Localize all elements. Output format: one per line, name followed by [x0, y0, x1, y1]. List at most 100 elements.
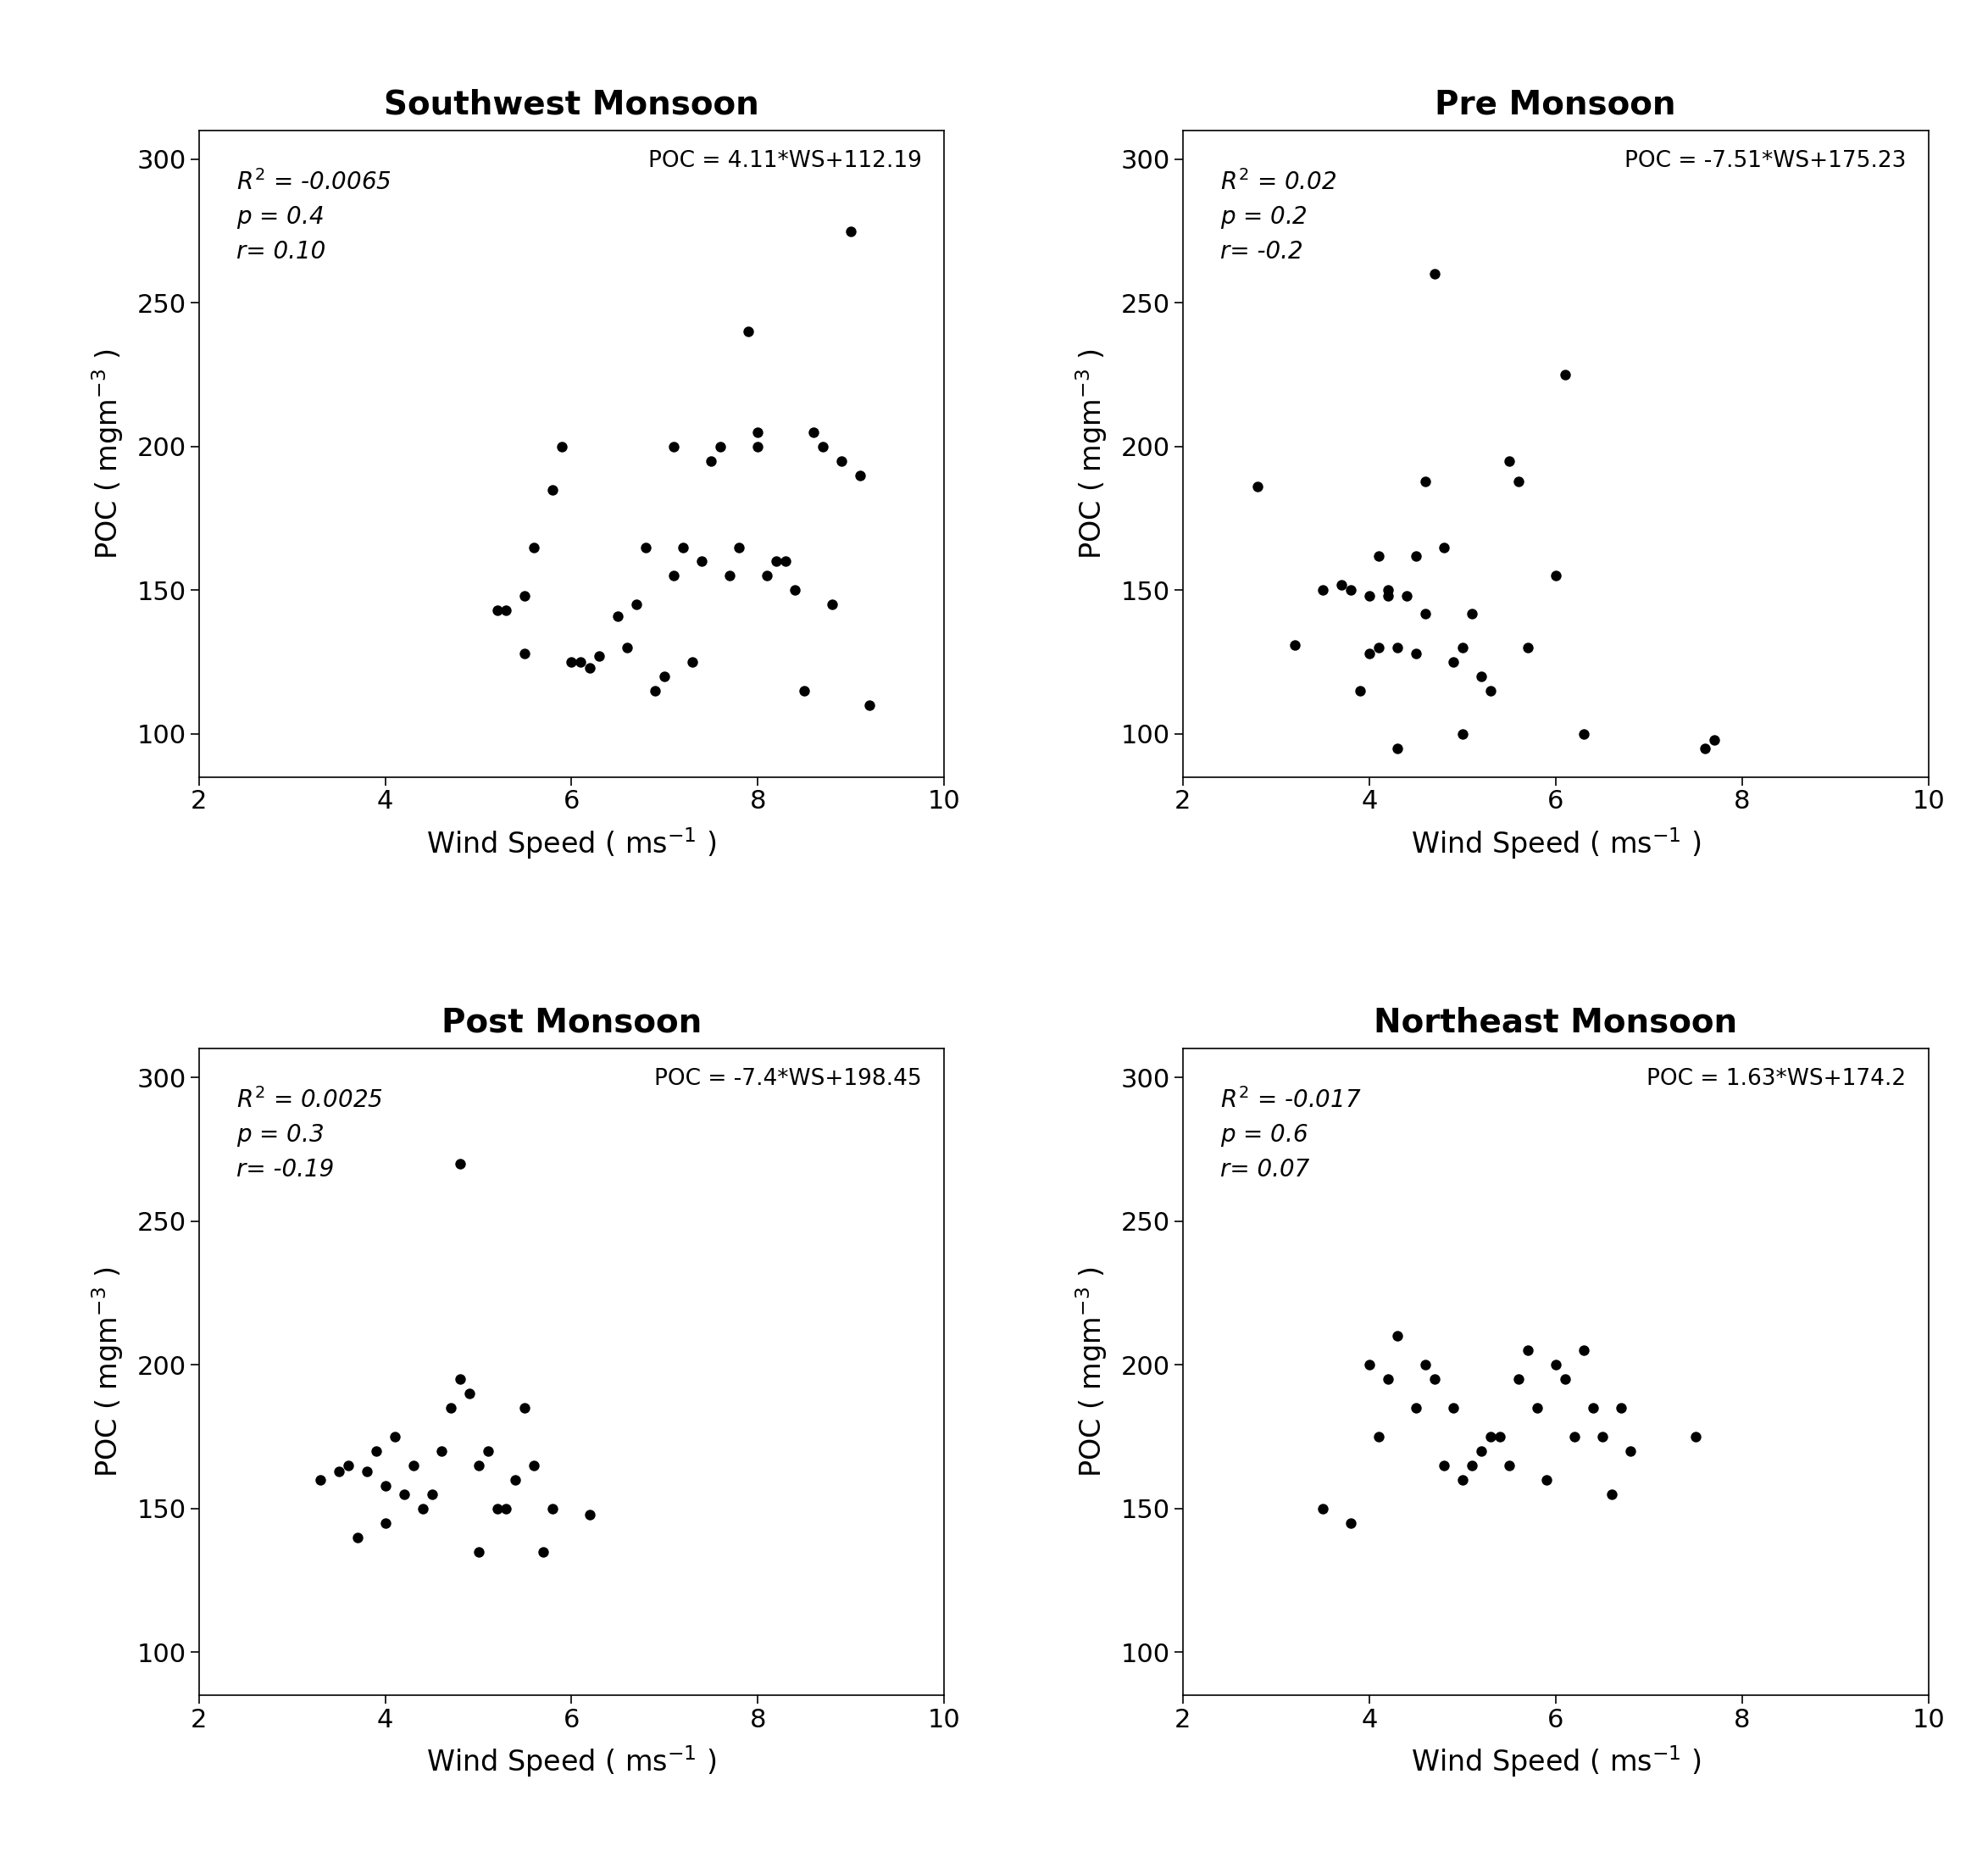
Text: $R^2$ = -0.0065
$p$ = 0.4
r= 0.10: $R^2$ = -0.0065 $p$ = 0.4 r= 0.10 [237, 170, 392, 265]
Point [1362, 540, 1394, 570]
Point [1511, 1336, 1543, 1366]
Text: $R^2$ = 0.02
$p$ = 0.2
r= -0.2: $R^2$ = 0.02 $p$ = 0.2 r= -0.2 [1221, 170, 1336, 265]
Point [779, 576, 811, 605]
Point [388, 1479, 419, 1509]
Point [555, 646, 588, 676]
Point [696, 445, 728, 475]
Point [370, 1470, 402, 1500]
Point [509, 1394, 541, 1423]
Point [751, 561, 783, 591]
Point [602, 602, 634, 632]
Point [499, 1464, 531, 1494]
Point [769, 546, 801, 576]
Point [509, 581, 541, 611]
Title: Northeast Monsoon: Northeast Monsoon [1374, 1006, 1738, 1040]
Point [1596, 1479, 1628, 1509]
Point [1400, 540, 1431, 570]
Point [1382, 1321, 1413, 1351]
Point [1604, 1394, 1636, 1423]
Title: Southwest Monsoon: Southwest Monsoon [384, 89, 759, 121]
Point [1362, 1421, 1394, 1451]
Point [378, 1421, 410, 1451]
Point [1354, 639, 1386, 669]
Point [1549, 1364, 1580, 1394]
Point [658, 561, 690, 591]
Point [519, 1451, 551, 1481]
Text: POC = -7.4*WS+198.45: POC = -7.4*WS+198.45 [654, 1067, 922, 1090]
Point [1576, 1394, 1608, 1423]
Point [1586, 1421, 1618, 1451]
Point [648, 661, 680, 691]
Point [1326, 570, 1358, 600]
Point [443, 1149, 475, 1179]
Point [322, 1457, 354, 1487]
Point [471, 1436, 503, 1466]
Point [1455, 598, 1487, 628]
Text: POC = -7.51*WS+175.23: POC = -7.51*WS+175.23 [1624, 149, 1906, 171]
Point [360, 1436, 392, 1466]
Point [1475, 676, 1507, 706]
Point [1278, 630, 1310, 660]
Point [527, 1537, 559, 1567]
Point [1503, 466, 1535, 496]
Point [734, 317, 765, 347]
Point [1511, 633, 1543, 663]
Title: Post Monsoon: Post Monsoon [441, 1006, 702, 1040]
Point [1447, 633, 1479, 663]
Point [519, 533, 551, 563]
X-axis label: Wind Speed ( ms$^{-1}$ ): Wind Speed ( ms$^{-1}$ ) [1411, 825, 1700, 861]
Text: $R^2$ = 0.0025
$p$ = 0.3
r= -0.19: $R^2$ = 0.0025 $p$ = 0.3 r= -0.19 [237, 1088, 382, 1181]
Point [845, 460, 877, 490]
Point [453, 1379, 485, 1408]
Point [565, 646, 596, 676]
Point [415, 1479, 447, 1509]
Point [1427, 533, 1459, 563]
Point [1344, 676, 1376, 706]
Point [1306, 1494, 1338, 1524]
Point [742, 417, 773, 447]
Point [686, 546, 718, 576]
Point [584, 641, 616, 671]
Point [789, 676, 821, 706]
Point [1569, 1336, 1600, 1366]
Point [1539, 1351, 1571, 1380]
Point [1475, 1421, 1507, 1451]
Point [1362, 633, 1394, 663]
Point [853, 691, 885, 721]
Point [1437, 1394, 1469, 1423]
Point [509, 639, 541, 669]
Point [1306, 576, 1338, 605]
Point [304, 1464, 336, 1494]
Point [1493, 445, 1525, 475]
Point [575, 652, 606, 682]
Point [1409, 1351, 1441, 1380]
Y-axis label: POC ( mgm$^{-3}$ ): POC ( mgm$^{-3}$ ) [1074, 1267, 1109, 1477]
Point [332, 1451, 364, 1481]
Point [1698, 725, 1730, 755]
Point [1382, 633, 1413, 663]
Point [704, 432, 736, 462]
Point [724, 533, 755, 563]
Point [1437, 646, 1469, 676]
Point [1382, 734, 1413, 764]
Point [350, 1457, 382, 1487]
Point [612, 633, 644, 663]
Point [1354, 1351, 1386, 1380]
Point [398, 1451, 429, 1481]
Point [1569, 719, 1600, 749]
Point [1680, 1421, 1712, 1451]
Point [1503, 1364, 1535, 1394]
Point [1409, 598, 1441, 628]
Point [835, 216, 867, 246]
Point [1409, 466, 1441, 496]
Text: $R^2$ = -0.017
$p$ = 0.6
r= 0.07: $R^2$ = -0.017 $p$ = 0.6 r= 0.07 [1221, 1088, 1362, 1181]
Point [825, 445, 857, 475]
Point [620, 591, 652, 620]
Point [370, 1507, 402, 1537]
Point [1483, 1421, 1515, 1451]
X-axis label: Wind Speed ( ms$^{-1}$ ): Wind Speed ( ms$^{-1}$ ) [427, 1744, 716, 1779]
Point [1354, 581, 1386, 611]
Point [797, 417, 829, 447]
Point [1372, 581, 1404, 611]
Point [640, 676, 672, 706]
